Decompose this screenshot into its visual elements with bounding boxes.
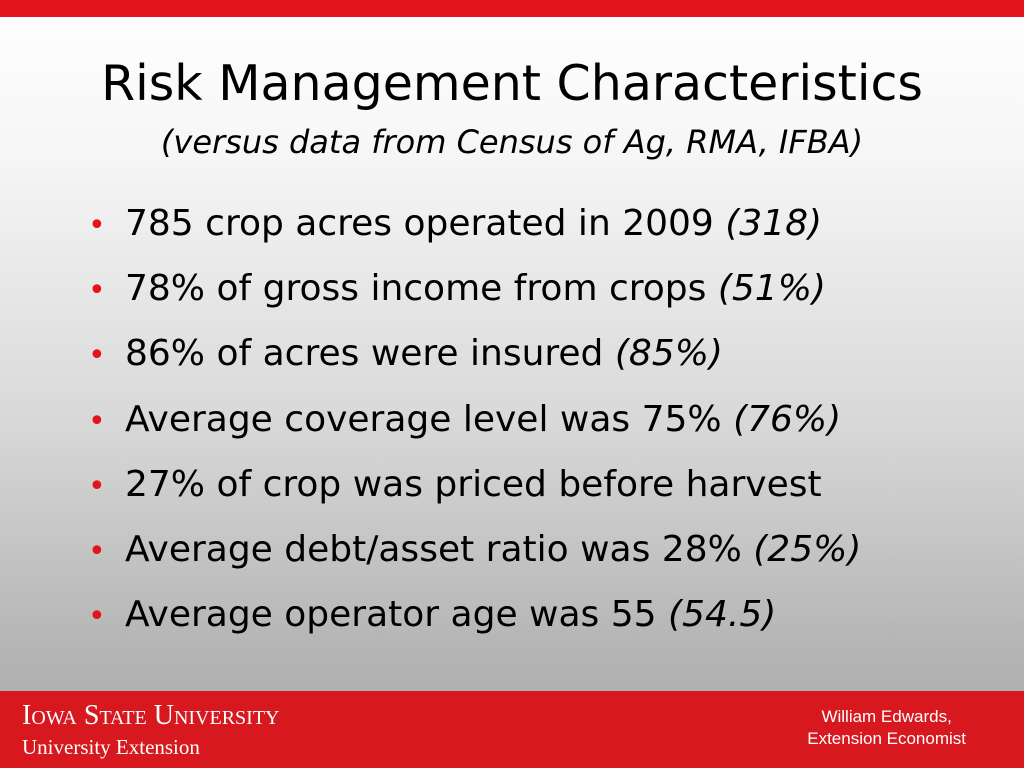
slide-subtitle: (versus data from Census of Ag, RMA, IFB… bbox=[160, 123, 864, 161]
bullet-text: 785 crop acres operated in 2009 (318) bbox=[125, 203, 822, 244]
presenter-credit: William Edwards, Extension Economist bbox=[807, 706, 966, 750]
bullet-comparison: (76%) bbox=[733, 398, 842, 440]
bullet-text: 78% of gross income from crops (51%) bbox=[125, 268, 826, 309]
bullet-text: 27% of crop was priced before harvest bbox=[125, 464, 822, 505]
bullet-statement: Average operator age was 55 bbox=[125, 594, 669, 636]
extension-label: University Extension bbox=[22, 735, 200, 759]
bullet-icon: • bbox=[88, 403, 106, 439]
bullet-statement: Average coverage level was 75% bbox=[125, 398, 734, 440]
bullet-comparison: (318) bbox=[725, 203, 823, 244]
bullet-statement: 27% of crop was priced before harvest bbox=[125, 463, 822, 505]
bullet-item: • Average coverage level was 75% (76%) bbox=[88, 399, 1008, 464]
presenter-name: William Edwards, bbox=[821, 707, 952, 726]
bullet-statement: Average debt/asset ratio was 28% bbox=[125, 528, 754, 570]
bullet-item: • 27% of crop was priced before harvest bbox=[88, 464, 1008, 529]
bullet-icon: • bbox=[88, 208, 106, 243]
bullet-comparison: (51%) bbox=[717, 268, 826, 310]
university-wordmark: Iowa State University bbox=[22, 700, 280, 731]
bullet-item: • 78% of gross income from crops (51%) bbox=[88, 268, 1008, 333]
bullet-icon: • bbox=[88, 599, 106, 635]
presenter-role: Extension Economist bbox=[807, 729, 966, 748]
bullet-text: Average coverage level was 75% (76%) bbox=[125, 399, 841, 440]
bullet-icon: • bbox=[88, 533, 106, 569]
bullet-list: • 785 crop acres operated in 2009 (318) … bbox=[88, 203, 1008, 659]
slide-title: Risk Management Characteristics bbox=[101, 55, 923, 112]
bullet-text: Average debt/asset ratio was 28% (25%) bbox=[125, 529, 861, 570]
bullet-text: 86% of acres were insured (85%) bbox=[125, 333, 723, 374]
bullet-statement: 86% of acres were insured bbox=[125, 333, 615, 375]
top-accent-bar bbox=[0, 0, 1024, 17]
footer-bar bbox=[0, 691, 1024, 768]
bullet-comparison: (25%) bbox=[753, 528, 862, 570]
bullet-item: • Average operator age was 55 (54.5) bbox=[88, 594, 1008, 659]
bullet-icon: • bbox=[88, 338, 106, 374]
bullet-comparison: (85%) bbox=[614, 333, 723, 375]
bullet-item: • Average debt/asset ratio was 28% (25%) bbox=[88, 529, 1008, 594]
bullet-comparison: (54.5) bbox=[668, 594, 777, 636]
bullet-icon: • bbox=[88, 468, 106, 504]
bullet-text: Average operator age was 55 (54.5) bbox=[125, 594, 776, 635]
bullet-item: • 785 crop acres operated in 2009 (318) bbox=[88, 203, 1008, 268]
bullet-item: • 86% of acres were insured (85%) bbox=[88, 333, 1008, 398]
bullet-icon: • bbox=[88, 273, 106, 309]
bullet-statement: 785 crop acres operated in 2009 bbox=[125, 203, 726, 244]
bullet-statement: 78% of gross income from crops bbox=[125, 268, 718, 310]
